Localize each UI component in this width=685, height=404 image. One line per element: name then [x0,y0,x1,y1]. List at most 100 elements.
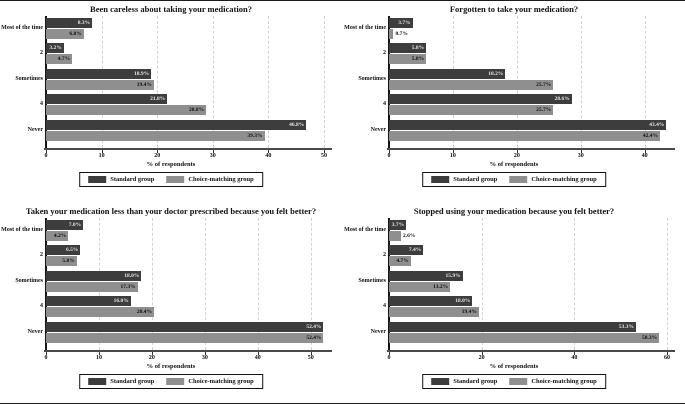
gridline [157,16,159,148]
legend-label: Standard group [453,378,498,385]
bar-standard: 7.4% [389,245,424,256]
bar-value-label: 6.5% [66,247,79,254]
bar-standard: 28.6% [389,94,572,105]
x-axis-title: % of respondents [489,363,539,370]
x-tick-label: 0 [387,153,391,159]
bar-standard: 3.2% [46,43,64,54]
bar-standard: 18.0% [389,296,473,307]
bar-standard: 18.0% [46,270,142,281]
chart-title: Taken your medication less than your doc… [25,206,317,216]
bar-value-label: 25.7% [536,81,552,88]
x-tick [580,150,582,153]
bar-value-label: 25.7% [536,107,552,114]
category-label: 4 [383,303,386,310]
bar-value-label: 18.2% [488,70,504,77]
legend-item: Standard group [431,176,497,183]
bar-choice-matching: 4.7% [46,54,73,65]
bar-value-label: 52.4% [306,334,322,341]
x-tick-label: 50 [321,153,327,159]
x-tick [452,150,454,153]
standard-group-swatch [431,176,450,183]
bar-choice-matching: 5.8% [389,54,427,65]
chart-title: Been careless about taking your medicati… [90,4,252,14]
x-tick-label: 40 [641,153,648,159]
bar-value-label: 21.8% [150,96,166,103]
category-label: Most of the time [344,227,386,233]
bar-value-label: 0.7% [395,31,408,37]
x-tick-label: 30 [577,153,584,159]
category-label: Sometimes [358,75,386,82]
x-axis [44,148,332,150]
bar-value-label: 5.8% [411,45,425,52]
category-label: Most of the time [1,25,43,31]
x-axis [387,350,675,352]
x-tick-label: 40 [571,355,578,361]
bar-choice-matching: 58.3% [389,332,660,343]
bar-value-label: 7.4% [408,247,422,254]
standard-group-swatch [431,378,450,385]
bar-choice-matching: 6.8% [46,29,84,39]
x-axis-title: % of respondents [146,161,196,168]
gridline [204,218,206,350]
category-label: 4 [40,101,43,108]
bar-standard: 18.2% [389,68,506,79]
bar-value-label: 5.8% [62,258,75,265]
x-tick [644,150,646,153]
choice-matching-group-swatch [509,378,528,385]
legend: Standard group Choice-matching group [79,374,263,389]
legend-label: Standard group [453,176,498,183]
gridline [574,218,576,350]
bar-value-label: 8.3% [77,20,91,26]
category-label: 2 [383,50,386,57]
x-tick [574,352,576,355]
bar-value-label: 20.4% [136,309,153,316]
x-tick [204,352,206,355]
x-tick [46,352,47,355]
gridline [580,16,582,148]
bar-value-label: 18.9% [133,70,150,77]
category-label: Sometimes [15,75,43,82]
x-tick [101,150,103,153]
x-tick [212,150,214,153]
bar-value-label: 3.2% [49,45,62,52]
bar-choice-matching: 13.2% [389,281,451,292]
category-label: Never [27,328,43,335]
category-label: Most of the time [1,227,43,233]
x-tick [151,352,153,355]
bar-value-label: 52.4% [306,323,322,330]
category-label: Never [27,126,43,133]
bar-value-label: 28.8% [189,107,205,114]
bar-value-label: 4.7% [396,258,409,265]
bar-value-label: 4.2% [53,233,67,239]
category-label: Never [370,328,386,335]
bar-value-label: 18.0% [124,272,140,279]
bar-choice-matching [389,231,402,241]
gridline [310,218,312,350]
category-label: Never [370,126,386,133]
legend-item: Standard group [88,378,154,385]
chart-panel: Stopped using your medication because yo… [343,204,685,404]
bar-choice-matching: 52.4% [46,332,324,343]
category-label: 2 [40,252,43,259]
bar-standard: 3.7% [389,18,413,28]
bar-value-label: 2.6% [403,233,416,239]
bar-standard: 5.8% [389,43,427,54]
x-tick-label: 20 [513,153,520,159]
bar-value-label: 18.0% [455,298,471,305]
x-tick-label: 30 [201,355,208,361]
legend-label: Choice-matching group [188,176,254,183]
bar-value-label: 3.7% [398,20,411,26]
bar-standard: 21.8% [46,94,168,105]
x-tick-label: 30 [209,153,216,159]
x-tick [481,352,483,355]
category-label: Sometimes [15,277,43,284]
x-axis-title: % of respondents [489,161,539,168]
gridline [324,16,325,148]
gridline [667,218,668,350]
bar-standard: 16.0% [46,296,131,307]
bar-choice-matching: 17.3% [46,281,138,292]
category-label: 2 [383,252,386,259]
x-tick [310,352,312,355]
